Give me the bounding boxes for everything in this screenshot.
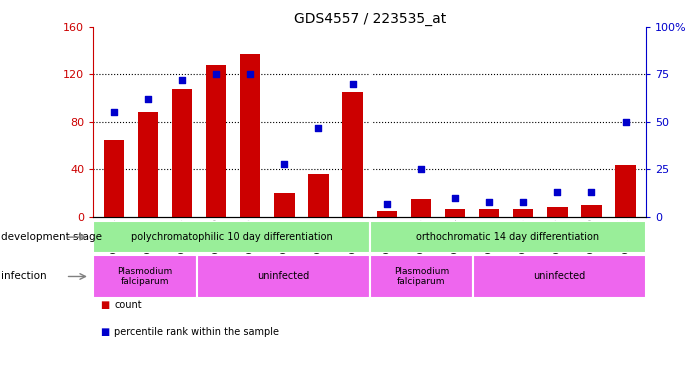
Text: development stage: development stage [1, 232, 102, 242]
Text: Plasmodium
falciparum: Plasmodium falciparum [394, 267, 449, 286]
Point [211, 71, 222, 78]
Bar [308, 174, 329, 217]
Bar [616, 165, 636, 217]
Bar [370, 255, 473, 298]
Point [620, 119, 631, 125]
Bar [410, 199, 431, 217]
Bar [240, 54, 261, 217]
Bar [473, 255, 646, 298]
Point [586, 189, 597, 195]
Bar [274, 193, 294, 217]
Text: ■: ■ [100, 300, 109, 310]
Point [484, 199, 495, 205]
Bar [445, 209, 465, 217]
Point [313, 124, 324, 131]
Text: uninfected: uninfected [257, 271, 310, 281]
Point [381, 200, 392, 207]
Bar [377, 211, 397, 217]
Point [176, 77, 187, 83]
Bar [370, 221, 646, 253]
Bar [172, 89, 192, 217]
Text: uninfected: uninfected [533, 271, 586, 281]
Point [449, 195, 460, 201]
Point [279, 161, 290, 167]
Bar [581, 205, 602, 217]
Bar [93, 221, 370, 253]
Point [518, 199, 529, 205]
Point [142, 96, 153, 102]
Point [245, 71, 256, 78]
Point [415, 166, 426, 172]
Bar [138, 113, 158, 217]
Bar [93, 255, 197, 298]
Text: ■: ■ [100, 327, 109, 337]
Text: polychromatophilic 10 day differentiation: polychromatophilic 10 day differentiatio… [131, 232, 332, 242]
Bar [342, 92, 363, 217]
Point [552, 189, 563, 195]
Point [108, 109, 120, 116]
Bar [206, 65, 227, 217]
Bar [479, 209, 500, 217]
Text: percentile rank within the sample: percentile rank within the sample [114, 327, 279, 337]
Text: orthochromatic 14 day differentiation: orthochromatic 14 day differentiation [416, 232, 600, 242]
Bar [513, 209, 533, 217]
Text: infection: infection [1, 271, 46, 281]
Bar [104, 140, 124, 217]
Bar [547, 207, 567, 217]
Title: GDS4557 / 223535_at: GDS4557 / 223535_at [294, 12, 446, 26]
Text: Plasmodium
falciparum: Plasmodium falciparum [117, 267, 173, 286]
Bar [197, 255, 370, 298]
Text: count: count [114, 300, 142, 310]
Point [347, 81, 358, 87]
